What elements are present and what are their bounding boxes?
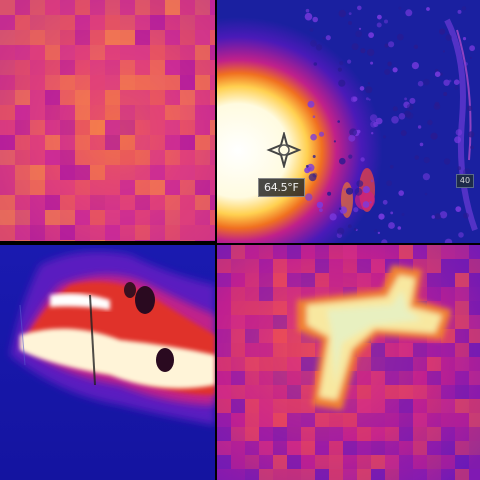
temperature-readout: 64.5°F (258, 178, 305, 197)
pixelated-cross-image (217, 245, 480, 480)
thermal-fire-line-image (0, 245, 215, 480)
panel-bottom-left (0, 245, 215, 480)
pixelated-thermal-image (0, 0, 215, 241)
crosshair-icon (266, 132, 302, 168)
side-indicator: 40 (456, 174, 474, 188)
thermal-camera-view (217, 0, 480, 243)
panel-bottom-right (217, 245, 480, 480)
panel-top-right (217, 0, 480, 243)
panel-top-left (0, 0, 215, 241)
